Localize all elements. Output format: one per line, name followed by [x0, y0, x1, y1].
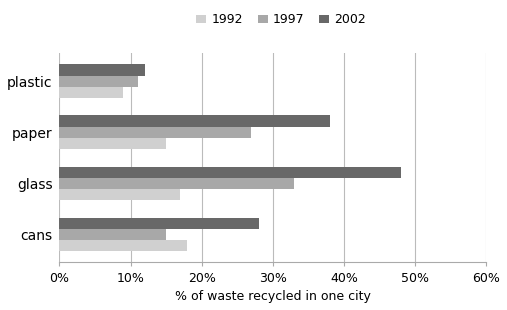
Bar — [59, 240, 188, 251]
Bar — [59, 87, 123, 98]
Bar — [59, 64, 144, 76]
Bar — [59, 76, 137, 87]
Bar — [59, 116, 330, 127]
Bar — [59, 229, 166, 240]
Bar — [59, 178, 294, 189]
Bar — [59, 127, 251, 138]
Bar — [59, 189, 180, 200]
Bar — [59, 138, 166, 149]
Bar — [59, 218, 259, 229]
Legend: 1992, 1997, 2002: 1992, 1997, 2002 — [196, 13, 366, 26]
Bar — [59, 166, 401, 178]
X-axis label: % of waste recycled in one city: % of waste recycled in one city — [175, 290, 371, 303]
